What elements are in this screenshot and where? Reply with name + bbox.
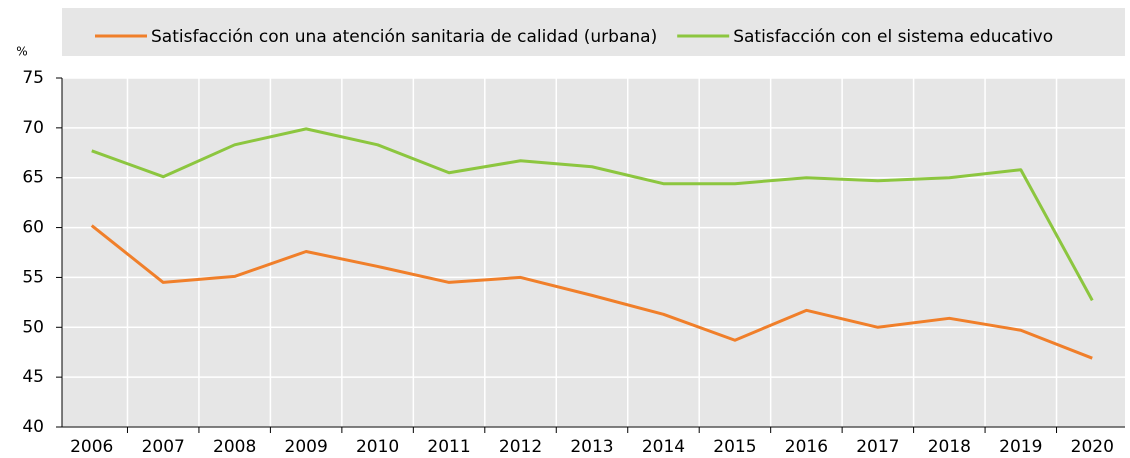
x-tick-label: 2013 [570, 437, 613, 457]
x-tick-label: 2015 [713, 437, 756, 457]
x-tick-label: 2010 [356, 437, 399, 457]
x-tick-label: 2011 [427, 437, 470, 457]
plot-area [62, 78, 1125, 427]
y-tick-label: 75 [22, 68, 44, 88]
x-tick-label: 2009 [285, 437, 328, 457]
x-tick-label: 2012 [499, 437, 542, 457]
x-tick-label: 2006 [70, 437, 113, 457]
x-tick-label: 2016 [785, 437, 828, 457]
y-tick-label: 70 [22, 118, 44, 138]
x-tick-label: 2019 [999, 437, 1042, 457]
legend-box [62, 8, 1125, 56]
y-tick-label: 60 [22, 218, 44, 238]
series-line [91, 127, 1094, 302]
x-tick-label: 2007 [142, 437, 185, 457]
legend-label: Satisfacción con una atención sanitaria … [151, 27, 657, 47]
y-tick-label: 45 [22, 367, 44, 387]
y-tick-label: 50 [22, 317, 44, 337]
x-tick-label: 2020 [1071, 437, 1114, 457]
x-tick-label: 2018 [928, 437, 971, 457]
y-tick-label: 55 [22, 267, 44, 287]
x-tick-label: 2017 [856, 437, 899, 457]
x-tick-label: 2008 [213, 437, 256, 457]
series-line [90, 224, 1093, 360]
y-unit: % [16, 45, 27, 59]
y-tick-label: 65 [22, 168, 44, 188]
legend-label: Satisfacción con el sistema educativo [733, 27, 1053, 47]
x-tick-label: 2014 [642, 437, 685, 457]
y-tick-label: 40 [22, 417, 44, 437]
